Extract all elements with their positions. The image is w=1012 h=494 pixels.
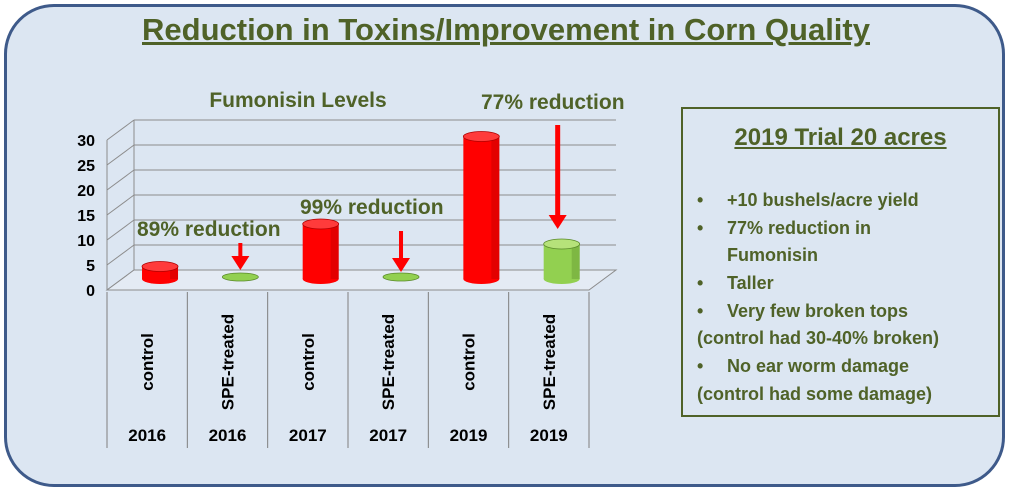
y-tick-label: 25 [77,158,95,175]
bullet-marker: • [697,218,704,238]
trial-bullet-item: • +10 bushels/acre yield [697,190,919,211]
category-label: control [460,333,479,391]
bar-4-shade [491,136,500,279]
year-label: 2019 [450,426,488,445]
page-title: Reduction in Toxins/Improvement in Corn … [142,12,870,47]
bar-4-body [463,136,500,279]
bar-2-top [302,218,340,230]
category-label: SPE-treated [219,314,238,410]
bar-0-top [141,261,179,272]
bullet-marker: • [697,301,704,321]
chart-floor [105,269,618,291]
reduction-arrow-head [548,215,567,229]
bar-2-body [302,224,339,279]
y-tick-label: 10 [77,233,95,250]
trial-bullet-item: • Very few broken tops [697,301,908,322]
gridline-side [106,244,135,266]
trial-bullet-item: • No ear worm damage [697,356,909,377]
trial-line-continuation: (control had 30-40% broken) [697,328,940,348]
bar-2-base [302,274,339,284]
bullet-marker: • [697,356,704,376]
trial-line-text: Very few broken tops [727,301,909,321]
trial-line-text: Taller [727,273,774,293]
bar-5-shade [571,244,580,279]
bar-4-base [463,274,500,284]
annotation-2016: 89% reduction [137,218,281,241]
annotation-2017: 99% reduction [300,196,444,219]
bar-5-top [543,238,581,250]
y-tick-label: 30 [77,133,95,150]
bar-3-disc [382,272,420,282]
bar-0-base [142,274,179,284]
trial-line-continuation: (control had some damage) [697,384,933,404]
year-label: 2019 [530,426,568,445]
gridline-side [106,194,135,216]
gridline-side [106,169,135,191]
trial-summary-box: 2019 Trial 20 acres • +10 bushels/acre yi… [681,107,1000,417]
trial-title: 2019 Trial 20 acres [734,124,947,151]
trial-line-continuation: Fumonisin [727,245,818,265]
bar-2-shade [330,224,339,279]
category-label: SPE-treated [379,314,398,410]
bar-1-disc [221,272,259,282]
bar-4-top [462,131,500,142]
category-label: control [299,333,318,391]
y-tick-label: 5 [86,258,95,275]
year-label: 2016 [209,426,247,445]
annotation-2019: 77% reduction [481,91,625,114]
trial-bullet-item: • 77% reduction in [697,218,871,239]
bar-5-body [543,244,580,279]
trial-line-text: 77% reduction in [727,218,872,238]
y-tick-label: 20 [77,183,95,200]
gridline-side [106,144,135,166]
trial-bullet-item: • Taller [697,273,774,294]
chart-title: Fumonisin Levels [209,89,387,112]
bullet-marker: • [697,273,704,293]
bullet-marker: • [697,190,704,210]
trial-line-text: +10 bushels/acre yield [727,190,919,210]
gridline-side [106,219,135,241]
y-tick-label: 0 [86,283,95,300]
bar-5-base [543,274,580,284]
reduction-arrow-head [231,256,250,270]
gridline-side [106,119,135,141]
year-label: 2017 [289,426,327,445]
reduction-arrow-head [392,258,411,272]
bar-0-shade [170,266,179,279]
y-tick-label: 15 [77,208,95,225]
category-label: control [138,333,157,391]
trial-line-text: No ear worm damage [727,356,910,376]
category-label: SPE-treated [540,314,559,410]
year-label: 2017 [369,426,407,445]
year-label: 2016 [128,426,166,445]
